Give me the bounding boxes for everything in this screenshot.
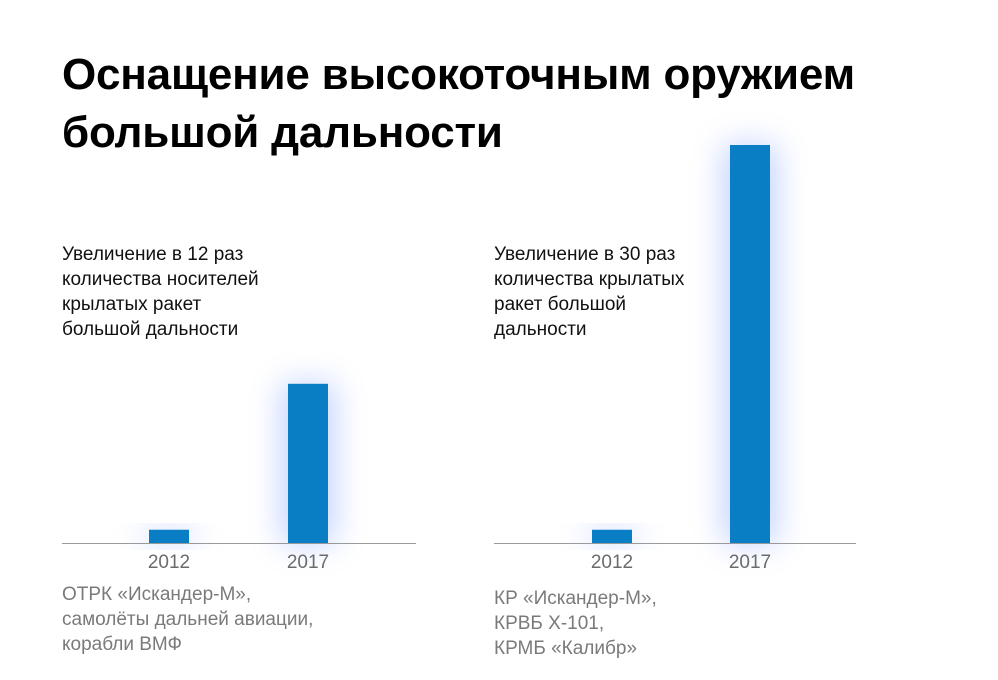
caption-line: большой дальности: [62, 319, 239, 340]
right-panel-footer: КР «Искандер-М», КРВБ Х-101, КРМБ «Калиб…: [494, 586, 657, 661]
right-panel-caption: Увеличение в 30 раз количества крылатых …: [494, 242, 684, 342]
footer-line: самолёты дальней авиации,: [62, 609, 314, 630]
right-bar-chart: 2012 2017: [494, 145, 856, 573]
caption-line: дальности: [494, 319, 587, 340]
title-line-2: большой дальности: [62, 108, 503, 157]
footer-line: корабли ВМФ: [62, 634, 182, 655]
bar-2012: [149, 529, 189, 543]
caption-line: количества крылатых: [494, 269, 685, 290]
x-tick-label: 2017: [287, 552, 329, 573]
left-bar-chart: 2012 2017: [62, 383, 416, 573]
caption-line: количества носителей: [62, 269, 259, 290]
footer-line: КРВБ Х-101,: [494, 613, 605, 634]
caption-line: крылатых ракет: [62, 294, 202, 315]
footer-line: КРМБ «Калибр»: [494, 638, 638, 659]
x-tick-label: 2012: [591, 552, 633, 573]
left-panel-footer: ОТРК «Искандер-М», самолёты дальней авиа…: [62, 582, 313, 657]
bar-2012: [592, 529, 632, 543]
x-tick-label: 2012: [148, 552, 190, 573]
caption-line: ракет большой: [494, 294, 627, 315]
caption-line: Увеличение в 12 раз: [62, 244, 244, 265]
title-line-1: Оснащение высокоточным оружием: [62, 50, 855, 99]
left-panel-caption: Увеличение в 12 раз количества носителей…: [62, 242, 259, 342]
caption-line: Увеличение в 30 раз: [494, 244, 676, 265]
bar-2017: [730, 145, 770, 543]
footer-line: КР «Искандер-М»,: [494, 588, 657, 609]
footer-line: ОТРК «Искандер-М»,: [62, 584, 252, 605]
bar-2017: [288, 383, 328, 543]
chart-title: Оснащение высокоточным оружием большой д…: [62, 46, 982, 162]
x-tick-label: 2017: [729, 552, 771, 573]
